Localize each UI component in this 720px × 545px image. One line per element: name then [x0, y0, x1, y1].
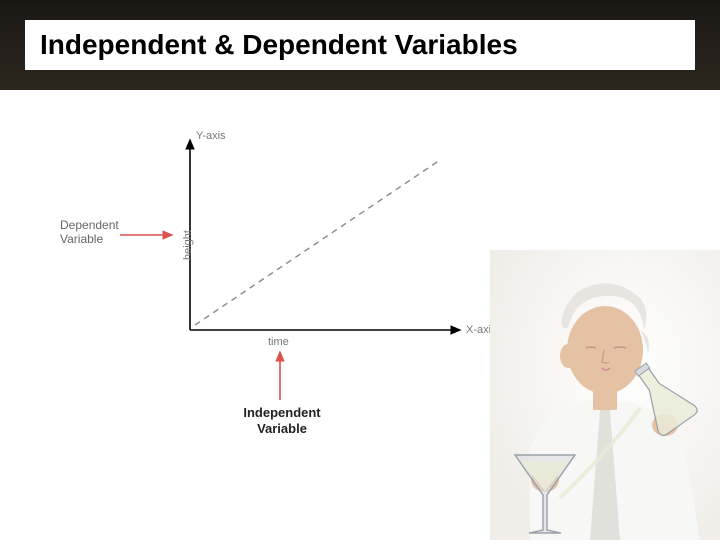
title-bar: Independent & Dependent Variables [25, 20, 695, 70]
independent-label-2: Variable [242, 421, 322, 437]
independent-label-1: Independent [242, 405, 322, 421]
scientist-illustration [490, 250, 720, 540]
trend-line [195, 160, 440, 325]
x-axis-name: time [268, 336, 289, 348]
y-axis-top-label: Y-axis [196, 130, 226, 142]
chart-svg [60, 130, 520, 450]
dependent-label-2: Variable [60, 232, 119, 246]
variables-chart: Y-axis X-axis height time Dependent Vari… [60, 130, 520, 450]
slide-title: Independent & Dependent Variables [40, 29, 518, 61]
dependent-label-1: Dependent [60, 218, 119, 232]
y-axis-name: height [182, 230, 194, 260]
